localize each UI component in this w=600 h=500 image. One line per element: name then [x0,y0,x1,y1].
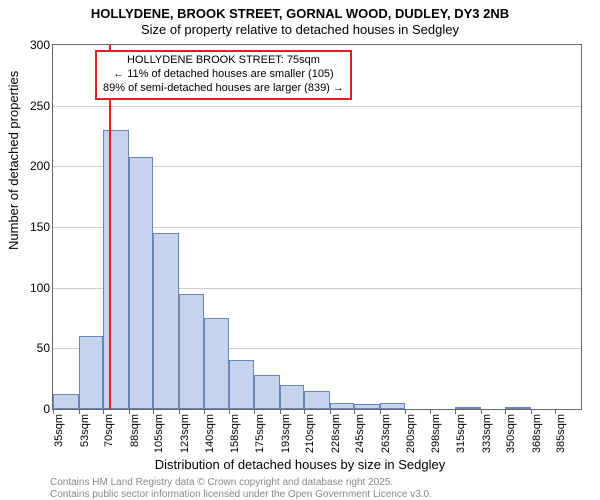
x-tick-label: 245sqm [354,414,366,454]
x-tick-mark [229,410,230,414]
y-tick-label: 50 [30,341,50,355]
histogram-bar [79,336,103,409]
x-tick-label: 53sqm [79,414,91,454]
chart-title-line2: Size of property relative to detached ho… [0,22,600,37]
x-tick-label: 70sqm [103,414,115,454]
x-tick-mark [405,410,406,414]
y-axis-label: Number of detached properties [6,71,21,250]
x-tick-mark [53,410,54,414]
x-tick-label: 350sqm [505,414,517,454]
x-tick-label: 105sqm [153,414,165,454]
x-tick-mark [380,410,381,414]
x-tick-label: 210sqm [304,414,316,454]
x-tick-label: 385sqm [555,414,567,454]
x-tick-label: 88sqm [129,414,141,454]
histogram-bar [229,360,253,409]
y-tick-label: 0 [30,402,50,416]
histogram-bar [330,403,354,409]
footer-line2: Contains public sector information licen… [50,489,432,500]
x-tick-mark [280,410,281,414]
footer-line1: Contains HM Land Registry data © Crown c… [50,477,393,488]
x-tick-mark [79,410,80,414]
x-tick-label: 140sqm [204,414,216,454]
x-tick-label: 263sqm [380,414,392,454]
histogram-bar [129,157,153,409]
x-tick-label: 280sqm [405,414,417,454]
histogram-bar [380,403,404,409]
chart-container: HOLLYDENE, BROOK STREET, GORNAL WOOD, DU… [0,0,600,500]
y-tick-label: 100 [30,281,50,295]
x-tick-label: 123sqm [179,414,191,454]
x-tick-label: 333sqm [481,414,493,454]
y-tick-label: 150 [30,220,50,234]
histogram-bar [505,407,531,409]
chart-title-line1: HOLLYDENE, BROOK STREET, GORNAL WOOD, DU… [0,6,600,21]
histogram-bar [280,385,304,409]
annotation-box: HOLLYDENE BROOK STREET: 75sqm ← 11% of d… [95,50,352,100]
x-tick-mark [103,410,104,414]
histogram-bar [153,233,179,409]
x-tick-label: 315sqm [455,414,467,454]
x-tick-mark [430,410,431,414]
x-axis-label: Distribution of detached houses by size … [0,457,600,472]
x-tick-mark [455,410,456,414]
annotation-line3: 89% of semi-detached houses are larger (… [103,82,344,96]
y-tick-label: 300 [30,38,50,52]
histogram-bar [254,375,280,409]
y-tick-label: 200 [30,159,50,173]
x-tick-label: 175sqm [254,414,266,454]
histogram-bar [304,391,330,409]
histogram-bar [179,294,203,409]
histogram-bar [455,407,481,409]
x-tick-mark [354,410,355,414]
x-tick-mark [505,410,506,414]
x-tick-mark [129,410,130,414]
y-tick-label: 250 [30,99,50,113]
x-tick-mark [204,410,205,414]
x-tick-mark [254,410,255,414]
x-tick-mark [153,410,154,414]
histogram-bar [354,404,380,409]
histogram-bar [103,130,129,409]
histogram-bar [53,394,79,409]
x-tick-label: 228sqm [330,414,342,454]
x-tick-mark [531,410,532,414]
x-tick-label: 298sqm [430,414,442,454]
x-tick-mark [555,410,556,414]
annotation-line1: HOLLYDENE BROOK STREET: 75sqm [103,54,344,68]
x-tick-label: 193sqm [280,414,292,454]
histogram-bar [204,318,230,409]
gridline [53,106,581,107]
x-tick-label: 368sqm [531,414,543,454]
x-tick-mark [330,410,331,414]
x-tick-mark [481,410,482,414]
x-tick-label: 35sqm [53,414,65,454]
annotation-line2: ← 11% of detached houses are smaller (10… [103,68,344,82]
x-tick-mark [304,410,305,414]
x-tick-mark [179,410,180,414]
x-tick-label: 158sqm [229,414,241,454]
